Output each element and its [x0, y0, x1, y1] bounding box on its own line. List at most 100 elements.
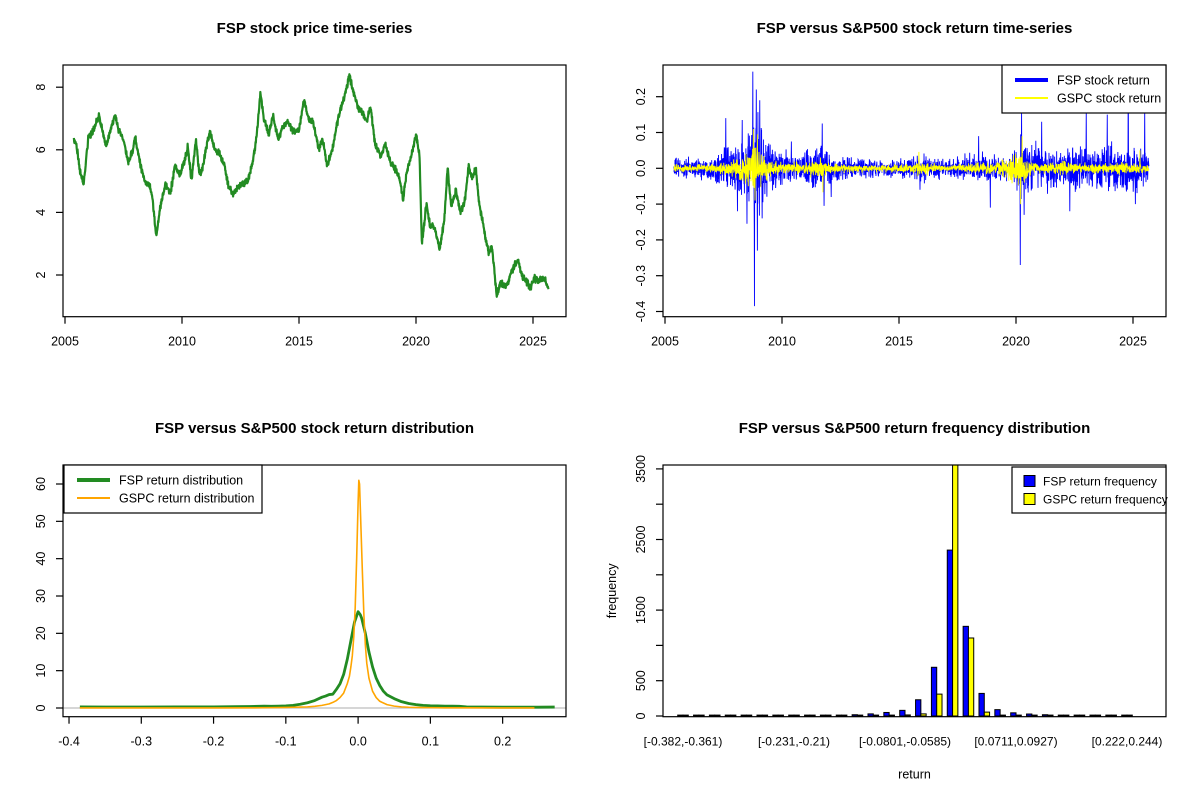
density-chart-title: FSP versus S&P500 stock return distribut…	[155, 420, 474, 437]
histogram-chart-panel: FSP versus S&P500 return frequency distr…	[600, 400, 1200, 800]
x-axis-bin-label: [-0.382,-0.361)	[644, 735, 723, 749]
fsp-frequency-bar	[915, 699, 922, 717]
fsp-frequency-bar	[1010, 712, 1017, 717]
density-chart-canvas: -0.4 -0.3 -0.2 -0.1 0.0 0.1 0.2 0 10 20 30 40 50 60 FS…	[34, 464, 567, 749]
fsp-frequency-bar	[962, 625, 969, 717]
y-axis-tick-label: 0	[34, 704, 48, 711]
gspc-frequency-bar	[825, 714, 832, 717]
gspc-frequency-bar	[1015, 714, 1022, 717]
plot-box	[662, 464, 1167, 718]
gspc-frequency-bar	[809, 714, 816, 717]
fsp-frequency-bar	[756, 714, 763, 717]
x-axis-tick-label: 0.1	[422, 735, 439, 749]
gspc-frequency-bar	[888, 714, 895, 717]
x-axis-tick-label: 2005	[651, 335, 679, 349]
y-axis-tick-label: 0.2	[634, 88, 648, 105]
y-axis-tick-label: 30	[34, 589, 48, 603]
fsp-frequency-bar	[1105, 714, 1112, 717]
gspc-frequency-bar	[952, 464, 959, 717]
gspc-frequency-bar	[1063, 714, 1070, 717]
fsp-frequency-bar	[835, 714, 843, 717]
gspc-frequency-bar	[967, 637, 975, 717]
gspc-frequency-bar	[1094, 714, 1102, 717]
y-axis-tick-label: 20	[34, 626, 48, 640]
gspc-density-curve	[79, 479, 535, 709]
fsp-frequency-bar	[819, 714, 827, 717]
gspc-frequency-bar	[1126, 714, 1133, 717]
gspc-frequency-bar	[936, 693, 943, 717]
y-axis-tick-label: 0	[634, 712, 648, 719]
x-axis-tick-label: 2025	[519, 335, 547, 349]
y-axis-tick-label: -0.1	[634, 193, 648, 215]
x-axis-tick-label: 0.0	[349, 735, 366, 749]
y-axis-tick-label: -0.4	[634, 301, 648, 323]
legend-item-label: FSP return distribution	[119, 474, 243, 488]
histogram-chart-canvas: 0 500 1500 2500 3500 [-0.382,-0.361) [-0.231,-…	[605, 455, 1168, 782]
x-axis-tick-label: 2025	[1119, 335, 1147, 349]
fsp-frequency-bar	[899, 709, 906, 717]
returns-chart-panel: FSP versus S&P500 stock return time-seri…	[600, 0, 1200, 400]
fsp-frequency-bar	[883, 711, 890, 717]
price-chart-panel: FSP stock price time-series 2005 2010 2015…	[0, 0, 600, 400]
gspc-return-series	[673, 128, 1150, 205]
y-axis-title: frequency	[605, 563, 619, 619]
gspc-frequency-bar	[920, 713, 927, 717]
gspc-frequency-bar	[730, 714, 737, 717]
fsp-frequency-bar	[1026, 713, 1033, 717]
x-axis-tick-label: 2020	[1002, 335, 1030, 349]
fsp-frequency-bar	[1073, 714, 1080, 717]
x-axis-bin-label: [-0.231,-0.21)	[758, 735, 830, 749]
gspc-frequency-bar	[872, 714, 880, 717]
x-axis-tick-label: -0.3	[131, 735, 153, 749]
gspc-frequency-bar	[777, 714, 784, 717]
x-axis-tick-label: 0.2	[494, 735, 511, 749]
gspc-frequency-bar	[983, 711, 991, 717]
fsp-frequency-bar	[740, 714, 747, 717]
legend-box	[63, 464, 263, 514]
y-axis-tick-label: 0.0	[634, 160, 648, 177]
plot-box	[62, 64, 567, 318]
y-axis-tick-label: -0.2	[634, 229, 648, 251]
x-axis-tick-label: 2010	[768, 335, 796, 349]
fsp-frequency-bar	[677, 714, 684, 717]
gspc-frequency-bar	[856, 714, 864, 717]
x-axis-bin-label: [0.0711,0.0927)	[974, 735, 1057, 749]
price-chart-canvas: 2005 2010 2015 2020 2025 2 4 6 8	[34, 64, 567, 349]
gspc-frequency-bar	[745, 714, 753, 717]
fsp-frequency-bar	[1089, 714, 1096, 717]
fsp-frequency-bar	[851, 714, 858, 717]
gspc-frequency-bar	[698, 714, 705, 717]
y-axis-tick-label: -0.3	[634, 265, 648, 287]
gspc-frequency-bar	[682, 714, 689, 717]
gspc-frequency-bar	[793, 714, 800, 717]
x-axis-tick-label: 2010	[168, 335, 196, 349]
y-axis-tick-label: 2500	[634, 526, 648, 554]
x-axis-tick-label: 2020	[402, 335, 430, 349]
gspc-frequency-bar	[1031, 714, 1038, 717]
plot-box	[662, 64, 1167, 318]
fsp-frequency-bar	[693, 714, 700, 717]
fsp-frequency-bar	[788, 714, 795, 717]
histogram-chart-title: FSP versus S&P500 return frequency distr…	[738, 420, 1091, 437]
legend-item-label: FSP stock return	[1057, 74, 1150, 88]
fsp-frequency-bar	[978, 692, 985, 717]
density-chart-panel: FSP versus S&P500 stock return distribut…	[0, 400, 600, 800]
x-axis-title: return	[898, 768, 931, 782]
x-axis-tick-label: -0.1	[275, 735, 297, 749]
x-axis-tick-label: 2015	[885, 335, 913, 349]
y-axis-tick-label: 4	[34, 209, 48, 216]
fsp-frequency-bar	[1121, 714, 1128, 717]
y-axis-tick-label: 8	[34, 84, 48, 91]
legend-square-swatch	[1023, 493, 1036, 505]
legend-item-label: GSPC stock return	[1057, 92, 1161, 106]
y-axis-tick-label: 10	[34, 664, 48, 678]
plot-box	[62, 464, 567, 718]
legend-box	[1001, 64, 1167, 114]
x-axis-tick-label: -0.4	[58, 735, 80, 749]
y-axis-tick-label: 500	[634, 670, 648, 691]
price-chart-title: FSP stock price time-series	[216, 20, 413, 37]
x-axis-tick-label: -0.2	[203, 735, 225, 749]
fsp-frequency-bar	[994, 709, 1001, 717]
y-axis-tick-label: 3500	[634, 455, 648, 483]
